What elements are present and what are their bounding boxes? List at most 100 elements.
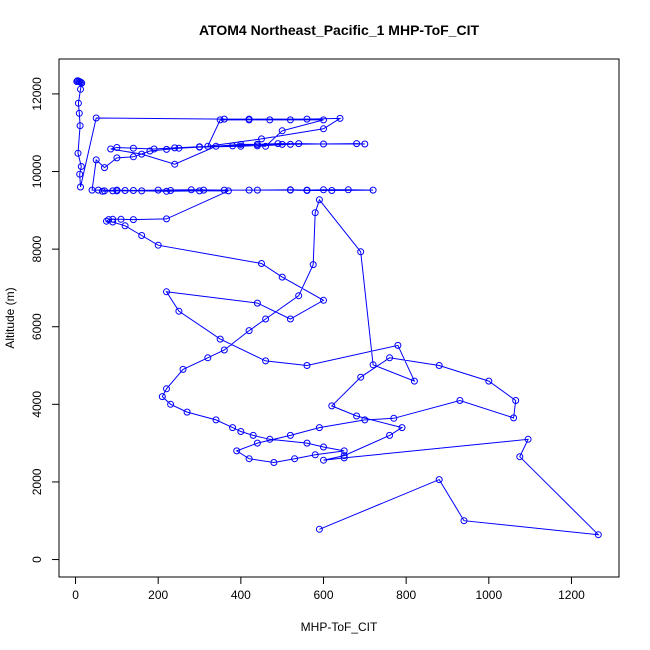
data-point [107,145,115,153]
data-point [357,248,365,256]
data-point [303,115,311,123]
data-point [224,187,232,195]
data-point [361,140,369,148]
y-tick-label: 12000 [30,77,44,111]
data-point [187,186,195,194]
data-point [286,186,294,194]
data-point [129,153,137,161]
chart-title: ATOM4 Northeast_Pacific_1 MHP-ToF_CIT [199,22,480,38]
series-line [76,80,600,536]
data-point [196,143,203,151]
data-point [258,260,265,267]
data-point [216,116,224,124]
x-tick-label: 200 [148,588,168,602]
data-point [175,307,183,315]
y-tick-label: 4000 [30,391,44,418]
data-point [286,431,294,439]
data-point [245,455,253,463]
data-point [98,187,106,195]
data-point [394,341,402,349]
data-point [270,459,278,466]
data-point [320,116,327,124]
data-point [286,140,294,148]
data-point [167,187,175,194]
y-axis-label: Altitude (m) [3,287,17,348]
data-point [386,354,394,362]
data-point [320,125,327,133]
x-tick-label: 0 [72,588,79,602]
data-point [229,424,237,432]
data-point [398,424,406,432]
x-axis: 0 200 400 600 800 1000 1200 [72,576,585,602]
data-point [77,183,84,191]
x-tick-label: 800 [396,588,416,602]
data-point [212,416,220,424]
data-point [328,402,336,410]
data-point [309,261,317,269]
data-point [286,116,294,124]
data-point [74,99,82,107]
data-point [101,164,108,172]
data-point [258,135,265,143]
data-point [303,439,311,447]
data-point [77,85,84,93]
data-point [340,452,348,460]
data-point [167,400,175,408]
data-point [237,140,245,148]
data-point [233,447,241,455]
data-point [74,149,82,157]
data-point [340,447,348,455]
data-point [303,187,311,194]
data-point [286,315,294,323]
data-point [245,327,253,335]
data-point [76,170,84,178]
data-point [315,196,323,204]
data-point [369,186,377,194]
data-point [163,187,170,195]
data-point [340,454,348,462]
data-point [154,241,162,249]
data-point [113,144,121,151]
data-point [253,299,261,307]
data-point [77,78,85,86]
x-tick-label: 1000 [475,588,502,602]
data-point [138,150,146,158]
data-point [158,393,166,401]
series-polyline [76,80,600,536]
data-point [456,397,464,404]
data-point [320,456,327,464]
data-point [204,142,212,150]
data-point [138,232,146,239]
data-point [524,435,532,443]
data-point [320,140,327,148]
data-point [163,145,170,153]
data-point [196,187,203,195]
data-point [171,160,179,168]
data-point [278,127,286,135]
data-point [138,187,146,195]
data-point [435,362,443,369]
data-point [150,145,158,153]
data-point [117,215,125,223]
data-point [154,186,162,194]
data-point [253,186,261,194]
data-point [121,222,129,230]
data-point [237,142,245,150]
data-point [129,187,137,194]
y-tick-label: 2000 [30,468,44,495]
data-point [311,451,319,459]
x-tick-label: 600 [313,588,333,602]
data-point [163,215,170,223]
data-point [253,439,261,447]
data-point [320,186,327,194]
data-point [390,414,398,422]
data-point [113,154,121,162]
data-point [212,142,220,150]
data-point [245,116,253,124]
data-point [336,114,344,122]
data-point [303,362,311,369]
data-point [266,435,274,443]
x-axis-label: MHP-ToF_CIT [301,620,378,634]
data-point [328,187,336,194]
data-point [315,424,323,432]
